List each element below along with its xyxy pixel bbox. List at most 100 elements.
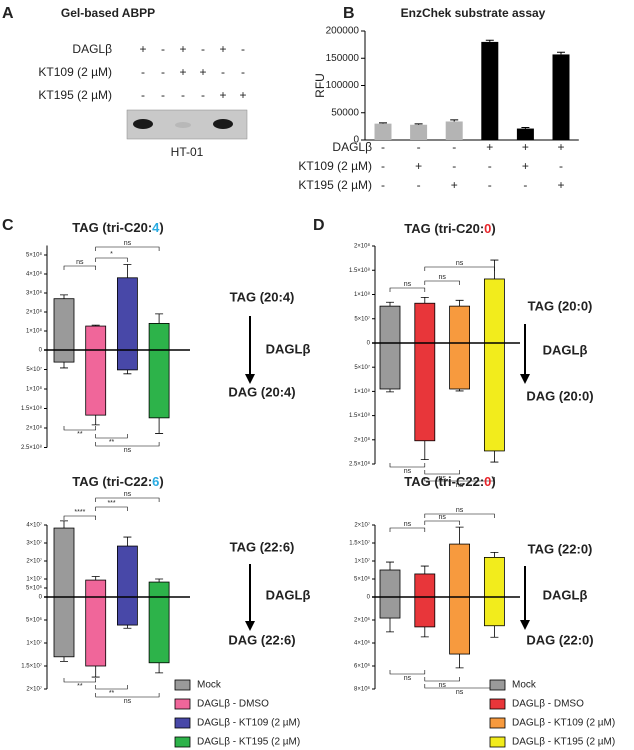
y-tick-label: 2×10⁷ [354, 522, 370, 529]
significance-label: ns [124, 698, 132, 705]
significance-label: ns [438, 682, 446, 689]
legend-swatch [174, 717, 191, 729]
chart-title: TAG (tri-C20:0) [404, 221, 496, 236]
error-bar [455, 654, 464, 669]
y-tick-label: 150000 [326, 53, 360, 64]
box-lower [379, 342, 401, 390]
y2-tick-label: 2×10⁸ [26, 425, 43, 432]
legend-label: DAGLβ - DMSO [512, 699, 584, 710]
error-bar [60, 656, 68, 662]
box-lower [379, 596, 401, 619]
y-tick-label: 1.5×10⁷ [349, 540, 370, 547]
significance-label: * [110, 251, 113, 258]
significance-label: ** [77, 431, 83, 438]
significance-bracket [424, 520, 460, 525]
significance-bracket [389, 527, 426, 532]
error-bar [414, 123, 423, 125]
arrow-head [245, 374, 255, 384]
sign: + [557, 140, 564, 154]
error-bar [420, 440, 429, 461]
error-bar [557, 51, 565, 55]
bar [445, 121, 463, 140]
y-tick-label: 2×10⁸ [354, 243, 371, 250]
y2-tick-label: 1×10⁸ [26, 386, 43, 393]
y-tick-label: 5×10⁸ [26, 252, 43, 259]
error-bar [455, 299, 464, 307]
significance-bracket [424, 280, 460, 285]
error-bar [485, 39, 494, 42]
significance-label: ns [124, 240, 132, 247]
y-tick-label: 1×10⁸ [26, 328, 43, 335]
error-bar [455, 388, 464, 392]
sign: - [381, 140, 385, 154]
box-upper [483, 278, 505, 344]
significance-label: ** [109, 439, 115, 446]
significance-bracket [424, 477, 495, 482]
error-bar [490, 625, 499, 638]
error-bar [155, 417, 164, 434]
error-bar [123, 264, 132, 278]
y-axis-label: RFU [313, 73, 327, 98]
row-label: KT195 (2 µM) [298, 178, 372, 192]
y-tick-label: 100000 [326, 80, 360, 91]
error-bar [60, 362, 68, 369]
sign: + [199, 65, 206, 79]
significance-label: ns [404, 281, 412, 288]
sign: - [381, 159, 385, 173]
sign: - [488, 178, 492, 192]
sign: + [415, 159, 422, 173]
sign: - [161, 88, 165, 102]
significance-bracket [389, 463, 426, 468]
y2-tick-label: 5×10⁷ [26, 366, 42, 373]
y-tick-label: 1.5×10⁸ [349, 267, 371, 274]
error-bar [420, 565, 429, 574]
annotation: DAG (20:0) [526, 388, 593, 403]
gel-band [175, 122, 191, 128]
y-tick-label: 1×10⁷ [26, 576, 42, 583]
bar [552, 54, 570, 141]
sign: - [241, 42, 245, 56]
significance-bracket [424, 513, 495, 518]
y2-tick-label: 1×10⁸ [354, 388, 371, 395]
y2-tick-label: 1.5×10⁸ [349, 412, 371, 419]
arrow-head [520, 620, 530, 630]
gel-band [213, 119, 233, 129]
significance-label: **** [74, 509, 85, 516]
box-lower [148, 596, 170, 664]
error-bar [123, 369, 132, 375]
y2-tick-label: 2×10⁶ [354, 617, 371, 624]
legend-label: DAGLβ - KT109 (2 µM) [512, 718, 615, 729]
box-upper [379, 305, 401, 344]
box-upper [117, 277, 138, 351]
gel-caption: HT-01 [171, 145, 204, 159]
sign: - [201, 88, 205, 102]
y-tick-label: 5×10⁷ [354, 315, 370, 322]
box-upper [414, 302, 436, 344]
significance-bracket [95, 685, 128, 690]
bar [410, 124, 428, 140]
significance-label: ns [438, 475, 446, 482]
box-lower [117, 349, 138, 371]
y-tick-label: 4×10⁸ [26, 271, 43, 278]
error-bar [60, 520, 68, 529]
error-bar [155, 313, 164, 324]
box-lower [483, 342, 505, 452]
significance-label: ns [404, 468, 412, 475]
sign: - [523, 178, 527, 192]
error-bar [386, 618, 394, 633]
significance-bracket [95, 257, 128, 262]
significance-label: *** [107, 500, 115, 507]
box-lower [85, 596, 107, 667]
row-label: KT195 (2 µM) [38, 88, 112, 102]
legend-swatch [174, 679, 191, 691]
box-upper [148, 322, 170, 351]
error-bar [450, 119, 459, 122]
panel-label: B [343, 5, 355, 22]
significance-label: ns [404, 675, 412, 682]
error-bar [490, 450, 499, 463]
box-upper [449, 543, 471, 598]
sign: - [488, 159, 492, 173]
box-upper [53, 527, 75, 598]
sign: - [452, 140, 456, 154]
